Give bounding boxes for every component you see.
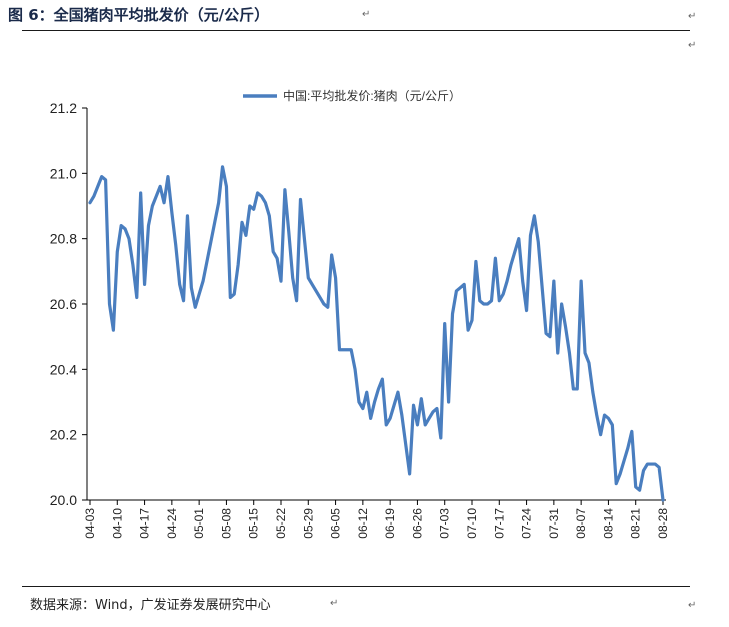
paragraph-mark-icon: ↵: [362, 9, 371, 20]
x-tick-label: 08-07: [574, 508, 588, 539]
x-tick-label: 07-17: [492, 508, 506, 539]
x-tick-label: 06-05: [329, 508, 343, 539]
x-tick-label: 05-08: [219, 508, 233, 539]
y-tick-label: 20.4: [50, 361, 77, 377]
x-tick-label: 04-24: [165, 508, 179, 539]
x-tick-label: 06-12: [356, 508, 370, 539]
x-tick-label: 08-14: [601, 508, 615, 539]
x-tick-label: 04-17: [138, 508, 152, 539]
x-tick-label: 04-03: [83, 508, 97, 539]
y-tick-label: 21.2: [50, 100, 77, 116]
x-tick-label: 06-19: [383, 508, 397, 539]
x-tick-label: 08-21: [629, 508, 643, 539]
y-tick-label: 20.6: [50, 296, 77, 312]
paragraph-mark-icon: ↵: [688, 40, 697, 51]
x-tick-label: 06-26: [410, 508, 424, 539]
y-tick-label: 20.2: [50, 427, 77, 443]
x-tick-label: 07-10: [465, 508, 479, 539]
paragraph-mark-icon: ↵: [330, 598, 339, 609]
paragraph-mark-icon: ↵: [688, 600, 697, 611]
x-tick-label: 07-24: [520, 508, 534, 539]
y-tick-label: 20.8: [50, 231, 77, 247]
x-tick-label: 05-22: [274, 508, 288, 539]
title-rule: [22, 30, 690, 31]
x-tick-label: 05-01: [192, 508, 206, 539]
chart-axes: 20.0 20.2 20.4 20.6 20.8 21.0 21.2 04-03 04-10 04…: [50, 100, 670, 539]
figure-title: 图 6：全国猪肉平均批发价（元/公斤）: [8, 6, 270, 24]
x-tick-label: 05-29: [301, 508, 315, 539]
x-tick-label: 04-10: [110, 508, 124, 539]
y-tick-label: 20.0: [50, 492, 77, 508]
paragraph-mark-icon: ↵: [688, 11, 697, 22]
x-tick-label: 07-03: [438, 508, 452, 539]
source-rule: [22, 586, 690, 587]
x-tick-label: 05-15: [247, 508, 261, 539]
x-tick-label: 08-28: [656, 508, 670, 539]
x-tick-label: 07-31: [547, 508, 561, 539]
series-line: [88, 165, 665, 502]
y-tick-label: 21.0: [50, 165, 77, 181]
source-note: 数据来源：Wind，广发证券发展研究中心: [30, 598, 271, 613]
chart-legend: 中国:平均批发价:猪肉（元/公斤）: [243, 88, 461, 103]
legend-label: 中国:平均批发价:猪肉（元/公斤）: [283, 88, 461, 103]
